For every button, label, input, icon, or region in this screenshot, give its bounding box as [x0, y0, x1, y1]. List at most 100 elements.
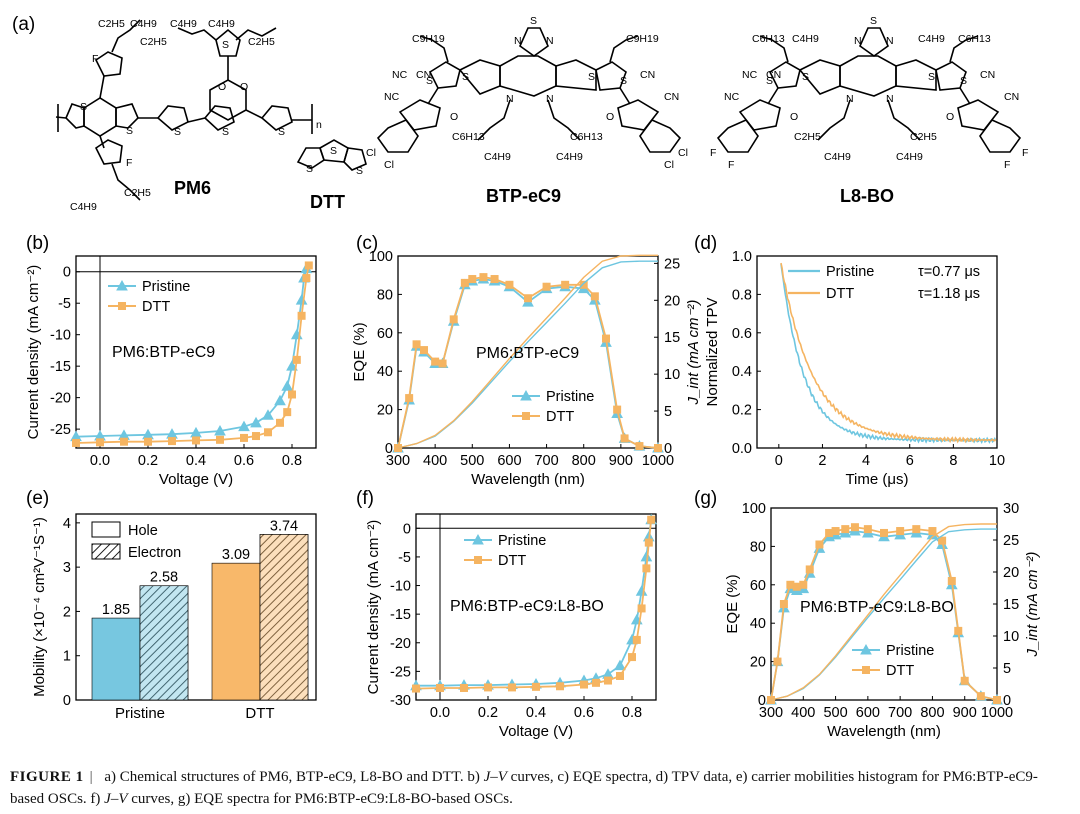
pm6-s-3: S	[174, 126, 181, 138]
x-tick-label: 0.0	[90, 453, 110, 469]
pm6-name: PM6	[174, 178, 211, 198]
x-tick-label: 700	[534, 453, 558, 469]
btp-o-2: O	[606, 111, 614, 123]
pm6-c4h9-4: C4H9	[70, 201, 97, 213]
y-axis-label: Current density (mA cm⁻²)	[25, 265, 42, 440]
y-tick-label: 80	[377, 287, 393, 303]
data-point	[508, 683, 516, 692]
data-point	[484, 683, 492, 692]
btp-s-3: S	[426, 75, 433, 87]
y-tick-label: -25	[390, 664, 411, 680]
data-point	[825, 528, 834, 537]
btp-cl-4: Cl	[664, 159, 674, 171]
x-axis-label: Voltage (V)	[159, 471, 233, 488]
legend-marker	[118, 302, 126, 310]
y2-axis-label: J_int (mA cm⁻²)	[1024, 552, 1041, 658]
x-tick-label: 900	[953, 705, 977, 721]
y2-tick-label: 20	[664, 293, 680, 309]
mobility-bar-chart: 0 1 2 3 4 Mobility (×10⁻⁴ cm²V⁻¹S⁻¹) 1.85 2.58 P…	[31, 513, 317, 722]
btp-cl-1: Cl	[366, 147, 376, 159]
eqe-chart-l8-bo: 300 400 500 600 700 800 900 1000020406080100Wav…	[724, 501, 1041, 740]
legend-label: Pristine	[886, 643, 934, 659]
data-point	[96, 438, 104, 447]
panel-label-c: (c)	[356, 233, 378, 254]
l8-c4h9-4: C4H9	[896, 151, 923, 163]
y2-tick-label: 15	[1003, 597, 1019, 613]
legend-marker	[116, 279, 128, 291]
dtt-structure: S S S DTT	[296, 139, 367, 212]
y2-tick-label: 10	[664, 367, 680, 383]
data-point	[815, 540, 824, 549]
legend-label: Pristine	[498, 533, 546, 549]
data-point	[647, 515, 656, 524]
x-tick-label: 0.2	[478, 705, 498, 721]
data-point	[590, 292, 599, 301]
bar-value-label: 3.74	[270, 518, 298, 534]
data-point	[144, 437, 152, 446]
x-tick-label: 8	[949, 453, 957, 469]
data-point	[168, 437, 176, 446]
data-point	[880, 528, 888, 537]
y-tick-label: -5	[398, 550, 411, 566]
x-tick-label: 900	[609, 453, 633, 469]
data-point	[604, 676, 612, 685]
x-tick-label: 300	[759, 705, 783, 721]
y2-tick-label: 10	[1003, 629, 1019, 645]
l8-s-1: S	[802, 71, 809, 83]
y-tick-label: -10	[390, 579, 411, 595]
y2-tick-label: 0	[664, 441, 672, 457]
data-point	[635, 585, 648, 596]
plot-frame	[397, 255, 659, 449]
data-point	[412, 684, 420, 693]
series-line	[397, 254, 658, 449]
l8-cn-2: CN	[980, 69, 995, 81]
device-annotation: PM6:BTP-eC9	[112, 344, 215, 361]
x-tick-label: 800	[572, 453, 596, 469]
data-point	[863, 525, 872, 534]
y-tick-label: 0.8	[732, 287, 752, 303]
y2-tick-label: 0	[1003, 693, 1011, 709]
legend-label: DTT	[886, 663, 914, 679]
pm6-o-left: O	[218, 81, 226, 93]
l8-s-4: S	[960, 75, 967, 87]
x-tick-label: 400	[423, 453, 447, 469]
caption-jv-2: J–V	[104, 791, 128, 807]
x-tick-label: 1000	[981, 705, 1013, 721]
l8-f-3: F	[1022, 147, 1028, 159]
plot-frame	[75, 513, 317, 701]
data-point	[431, 357, 440, 366]
legend-marker	[472, 533, 484, 545]
l8-f-4: F	[1004, 159, 1010, 171]
data-point	[805, 565, 814, 574]
y-tick-label: 0	[385, 441, 393, 457]
data-point	[620, 434, 629, 443]
pm6-n-subscript: n	[316, 119, 322, 131]
caption-text-b: curves, c) EQE spectra, d) TPV data, e) …	[10, 769, 1038, 807]
pm6-f-1: F	[92, 53, 98, 65]
panel-label-d: (d)	[694, 233, 717, 254]
btp-n-3: N	[506, 93, 514, 105]
data-point	[524, 294, 532, 303]
panel-a: (a)	[12, 14, 1028, 213]
pm6-s-2: S	[126, 125, 133, 137]
data-point	[779, 600, 788, 608]
data-point	[960, 676, 969, 685]
x-axis-label: Wavelength (nm)	[827, 723, 941, 740]
pm6-s-4: S	[222, 126, 229, 138]
data-point	[628, 653, 636, 662]
l8-n-2: N	[886, 35, 894, 47]
pm6-c4h9-3: C4H9	[208, 18, 235, 30]
l8-c4h9-3: C4H9	[824, 151, 851, 163]
caption-text-a: a) Chemical structures of PM6, BTP-eC9, …	[100, 769, 484, 785]
y-tick-label: 40	[750, 616, 766, 632]
data-point	[240, 433, 248, 442]
data-point	[592, 678, 600, 687]
data-point	[304, 261, 313, 270]
x-tick-label: 0.6	[574, 705, 594, 721]
data-point	[460, 683, 468, 692]
l8-s-3: S	[766, 75, 773, 87]
y-tick-label: -15	[50, 359, 71, 375]
data-point	[947, 576, 956, 585]
legend-label: DTT	[142, 299, 170, 315]
data-point	[831, 527, 840, 536]
